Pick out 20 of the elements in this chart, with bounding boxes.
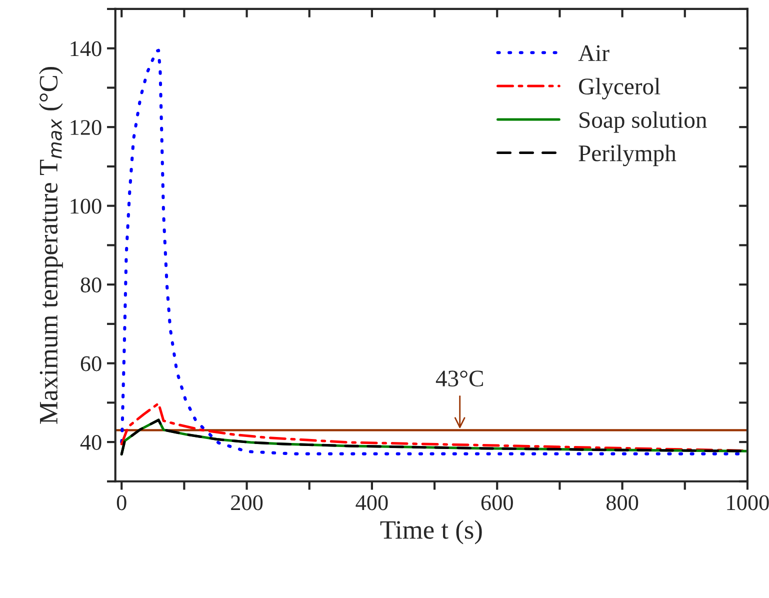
x-tick-label: 1000: [727, 495, 769, 510]
y-axis-title: Maximum temperature T$_{max}$ (°C): [38, 66, 63, 424]
legend-label: Soap solution: [580, 111, 707, 133]
x-tick-label: 0: [116, 495, 126, 510]
x-tick-label: 200: [231, 495, 263, 510]
y-tick-label: 120: [70, 120, 102, 136]
x-tick-label: 600: [481, 495, 513, 510]
y-tick-label: 40: [80, 434, 102, 450]
y-tick-label: 140: [70, 41, 102, 56]
legend-label: Air: [578, 45, 610, 61]
y-tick-label: 100: [70, 198, 102, 214]
x-tick-label: 800: [606, 495, 638, 510]
ref-line-label: 43°C: [436, 370, 483, 387]
y-tick-label: 60: [80, 356, 102, 372]
line-series: [120, 418, 748, 456]
legend-label: Glycerol: [579, 78, 660, 100]
legend-label: Perilymph: [578, 144, 676, 166]
x-axis-title: Time t (s): [380, 520, 482, 544]
x-tick-label: 400: [356, 495, 388, 510]
y-tick-label: 80: [80, 277, 102, 292]
